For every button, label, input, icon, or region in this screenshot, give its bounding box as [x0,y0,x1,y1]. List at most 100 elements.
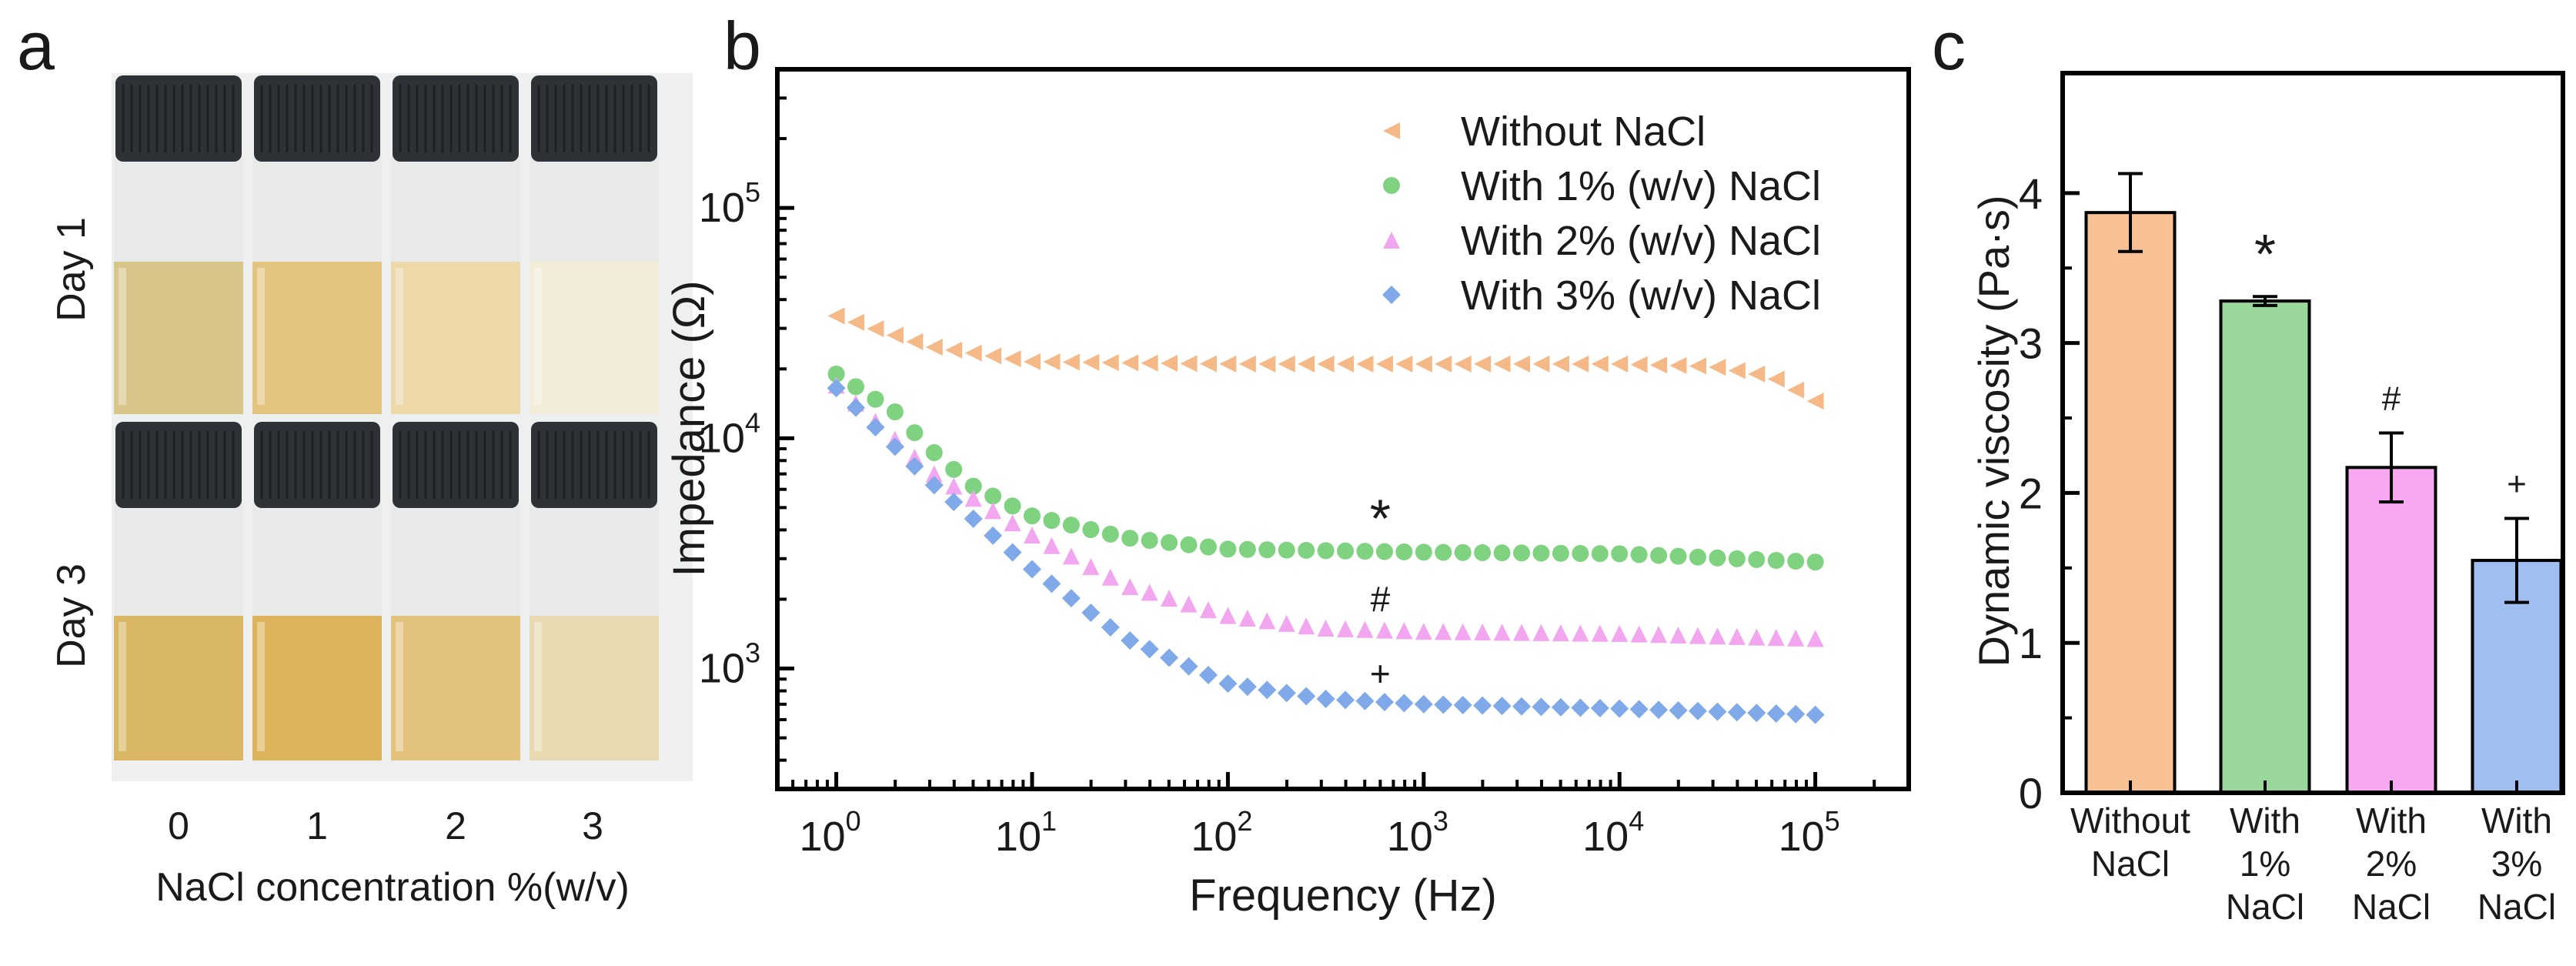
vial-reflection [396,622,403,751]
data-point [1590,699,1609,718]
vial-reflection [534,622,542,751]
vial-cap [115,422,242,508]
data-point [1551,697,1570,717]
data-point [1082,353,1100,371]
y-tick-label: 105 [699,176,760,231]
legend-marker [1383,232,1400,249]
data-point [1277,684,1296,703]
legend-label: With 2% (w/v) NaCl [1461,218,1821,264]
data-point [1278,355,1295,373]
vial-day3-1 [252,422,382,760]
data-point [1728,362,1746,379]
data-point [1238,540,1256,558]
category-label: With 1% NaCl [2226,801,2304,927]
data-point [1474,544,1492,562]
data-point [1669,356,1687,374]
significance-mark: * [2254,224,2276,286]
impedance-chart-frame [775,67,1911,791]
data-point [1042,574,1061,593]
data-point [1395,543,1413,561]
data-point [1572,355,1589,373]
data-point [1767,370,1785,388]
data-point [1004,350,1021,368]
series-3 [827,376,1824,647]
data-point [1727,703,1746,722]
data-point [905,456,924,476]
data-point [1787,629,1805,647]
data-point [1513,355,1531,373]
data-point [1787,553,1805,570]
vial-day3-3 [530,422,659,760]
data-point [1022,560,1041,579]
vial-liquid [114,262,243,414]
data-point [1532,697,1551,717]
concentration-label-1: 1 [306,804,328,847]
legend-label: Without NaCl [1461,109,1706,155]
data-point [1709,627,1726,645]
data-point [1121,530,1139,547]
data-point [1198,665,1218,684]
data-point [1591,355,1609,373]
significance-mark: # [1371,579,1391,619]
y-tick-label: 4 [2019,169,2043,218]
series-2 [827,365,1824,571]
data-point [1689,357,1706,375]
data-point [984,347,1002,365]
data-point [1435,543,1452,561]
data-point [925,444,943,462]
data-point [1611,624,1629,642]
panel-a-letter: a [17,8,55,84]
impedance-xlabel: Frequency (Hz) [1189,871,1497,921]
data-point [1356,543,1374,560]
data-point [1395,355,1413,373]
data-point [984,487,1002,505]
vial-liquid [252,616,382,760]
x-tick-label: 100 [800,805,861,860]
legend-marker [1382,286,1401,304]
legend-label: With 1% (w/v) NaCl [1461,163,1821,209]
vial-liquid [252,262,382,414]
x-tick-label: 103 [1387,805,1448,860]
data-point [1238,677,1257,697]
data-point [1512,697,1532,716]
data-point [1317,620,1335,637]
concentration-label-3: 3 [582,804,603,847]
viscosity-chart-frame [2060,71,2565,795]
y-tick-label: 1 [2019,619,2043,667]
data-point [1141,354,1158,372]
data-point [964,490,982,507]
vial-liquid [530,262,659,414]
data-point [1043,353,1061,371]
data-point [1474,355,1492,373]
data-point [1806,630,1824,647]
x-tick-label: 105 [1779,805,1840,860]
vial-cap [393,422,519,508]
data-point [1552,624,1569,642]
data-point [1003,543,1022,562]
data-point [1806,705,1825,724]
data-point [1806,393,1824,410]
bar [2084,211,2177,794]
data-point [964,477,982,495]
data-point [1161,533,1178,551]
data-point [925,465,943,483]
y-tick-label: 3 [2019,319,2043,368]
data-point [1414,694,1433,714]
data-point [1199,601,1217,619]
data-point [1571,698,1590,717]
data-point [867,320,884,338]
data-point [1082,558,1100,576]
data-point [1572,545,1589,563]
data-point [906,424,924,442]
data-point [1023,507,1041,525]
data-point [1748,365,1766,383]
panel-a: a Day 1 Day 3 0 1 2 3 NaCl concentration… [17,8,693,910]
vial-day1-3 [530,75,659,414]
data-point [925,339,943,356]
panel-b: b 100 101 102 103 104 105 103 104 105 * # + Without … [664,8,1911,921]
data-point [847,398,866,417]
data-point [1121,354,1139,372]
legend-marker [1383,122,1400,139]
series-1 [827,307,1824,410]
vial-reflection [257,622,265,751]
